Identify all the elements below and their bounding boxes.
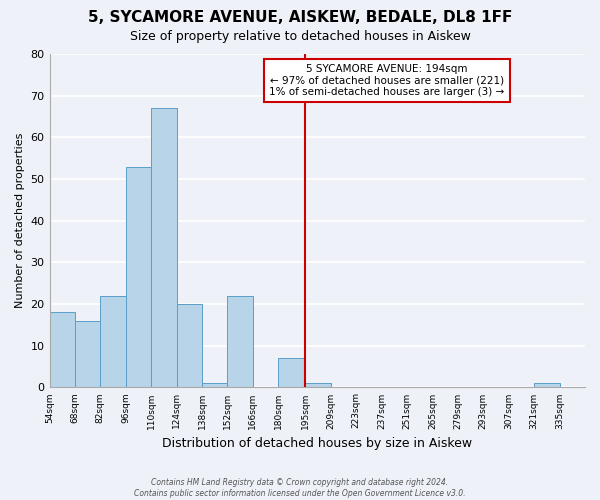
Y-axis label: Number of detached properties: Number of detached properties [15, 133, 25, 308]
Bar [50, 312, 75, 388]
Bar [176, 304, 202, 388]
Bar [75, 320, 100, 388]
Bar [305, 384, 331, 388]
Text: Contains HM Land Registry data © Crown copyright and database right 2024.
Contai: Contains HM Land Registry data © Crown c… [134, 478, 466, 498]
Bar [278, 358, 304, 388]
Text: Size of property relative to detached houses in Aiskew: Size of property relative to detached ho… [130, 30, 470, 43]
Bar [202, 384, 227, 388]
Bar [126, 166, 151, 388]
Bar [227, 296, 253, 388]
Text: 5, SYCAMORE AVENUE, AISKEW, BEDALE, DL8 1FF: 5, SYCAMORE AVENUE, AISKEW, BEDALE, DL8 … [88, 10, 512, 25]
Text: 5 SYCAMORE AVENUE: 194sqm
← 97% of detached houses are smaller (221)
1% of semi-: 5 SYCAMORE AVENUE: 194sqm ← 97% of detac… [269, 64, 505, 97]
X-axis label: Distribution of detached houses by size in Aiskew: Distribution of detached houses by size … [162, 437, 472, 450]
Bar [100, 296, 126, 388]
Bar [534, 384, 560, 388]
Bar [151, 108, 176, 388]
